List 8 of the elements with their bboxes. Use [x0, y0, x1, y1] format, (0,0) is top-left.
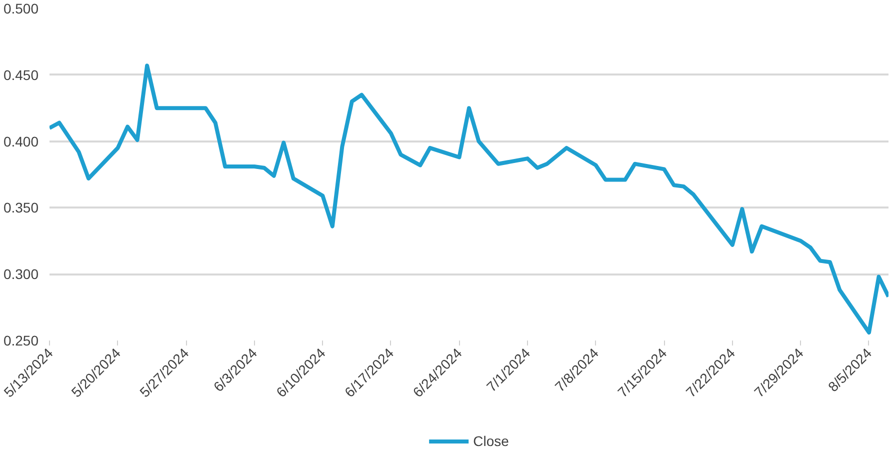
y-tick-label: 0.350	[3, 200, 39, 216]
y-tick-label: 0.250	[3, 332, 39, 348]
y-tick-label: 0.400	[3, 133, 39, 150]
y-tick-label: 0.300	[3, 266, 39, 282]
line-series	[50, 64, 888, 335]
legend-label: Close	[473, 433, 509, 449]
y-tick-label: 0.500	[3, 0, 39, 16]
y-tick-label: 0.450	[3, 66, 39, 83]
